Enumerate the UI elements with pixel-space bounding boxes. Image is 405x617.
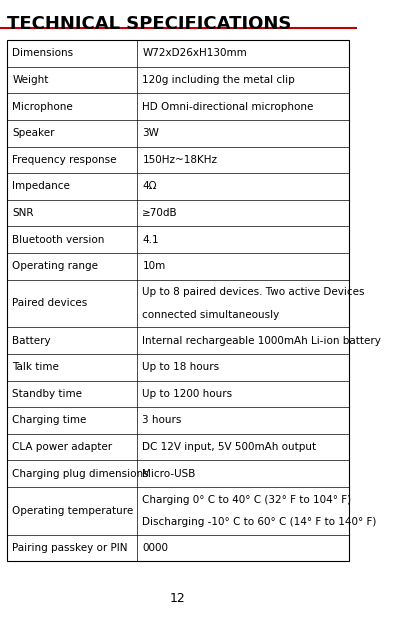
Text: 12: 12 [170, 592, 185, 605]
Text: Operating range: Operating range [13, 261, 98, 271]
Text: Internal rechargeable 1000mAh Li-ion battery: Internal rechargeable 1000mAh Li-ion bat… [142, 336, 380, 346]
Text: 4Ω: 4Ω [142, 181, 156, 191]
Text: HD Omni-directional microphone: HD Omni-directional microphone [142, 102, 313, 112]
Text: ≥70dB: ≥70dB [142, 208, 177, 218]
Text: Battery: Battery [13, 336, 51, 346]
Text: Impedance: Impedance [13, 181, 70, 191]
Text: Charging time: Charging time [13, 415, 87, 426]
Text: Charging 0° C to 40° C (32° F to 104° F): Charging 0° C to 40° C (32° F to 104° F) [142, 495, 351, 505]
Text: SNR: SNR [13, 208, 34, 218]
Text: 150Hz~18KHz: 150Hz~18KHz [142, 155, 217, 165]
Text: Discharging -10° C to 60° C (14° F to 140° F): Discharging -10° C to 60° C (14° F to 14… [142, 517, 376, 527]
Text: Microphone: Microphone [13, 102, 73, 112]
Text: 4.1: 4.1 [142, 234, 158, 244]
Text: Charging plug dimensions: Charging plug dimensions [13, 469, 149, 479]
Text: 10m: 10m [142, 261, 165, 271]
Text: CLA power adapter: CLA power adapter [13, 442, 112, 452]
Text: connected simultaneously: connected simultaneously [142, 310, 279, 320]
Text: Standby time: Standby time [13, 389, 82, 399]
Text: Speaker: Speaker [13, 128, 55, 138]
Text: 0000: 0000 [142, 543, 168, 553]
Text: W72xD26xH130mm: W72xD26xH130mm [142, 48, 247, 59]
Text: Bluetooth version: Bluetooth version [13, 234, 104, 244]
Text: Weight: Weight [13, 75, 49, 85]
Text: Micro-USB: Micro-USB [142, 469, 195, 479]
Text: Up to 1200 hours: Up to 1200 hours [142, 389, 232, 399]
Text: 120g including the metal clip: 120g including the metal clip [142, 75, 294, 85]
Text: Up to 18 hours: Up to 18 hours [142, 362, 219, 372]
Text: Frequency response: Frequency response [13, 155, 117, 165]
Text: Up to 8 paired devices. Two active Devices: Up to 8 paired devices. Two active Devic… [142, 288, 364, 297]
Bar [7, 40, 348, 561]
Text: Operating temperature: Operating temperature [13, 506, 133, 516]
Text: Dimensions: Dimensions [13, 48, 73, 59]
Text: DC 12V input, 5V 500mAh output: DC 12V input, 5V 500mAh output [142, 442, 315, 452]
Text: Pairing passkey or PIN: Pairing passkey or PIN [13, 543, 128, 553]
Text: TECHNICAL SPECIFICATIONS: TECHNICAL SPECIFICATIONS [7, 15, 291, 33]
Text: 3W: 3W [142, 128, 159, 138]
Text: Talk time: Talk time [13, 362, 59, 372]
Text: 3 hours: 3 hours [142, 415, 181, 426]
Text: Paired devices: Paired devices [13, 299, 87, 308]
